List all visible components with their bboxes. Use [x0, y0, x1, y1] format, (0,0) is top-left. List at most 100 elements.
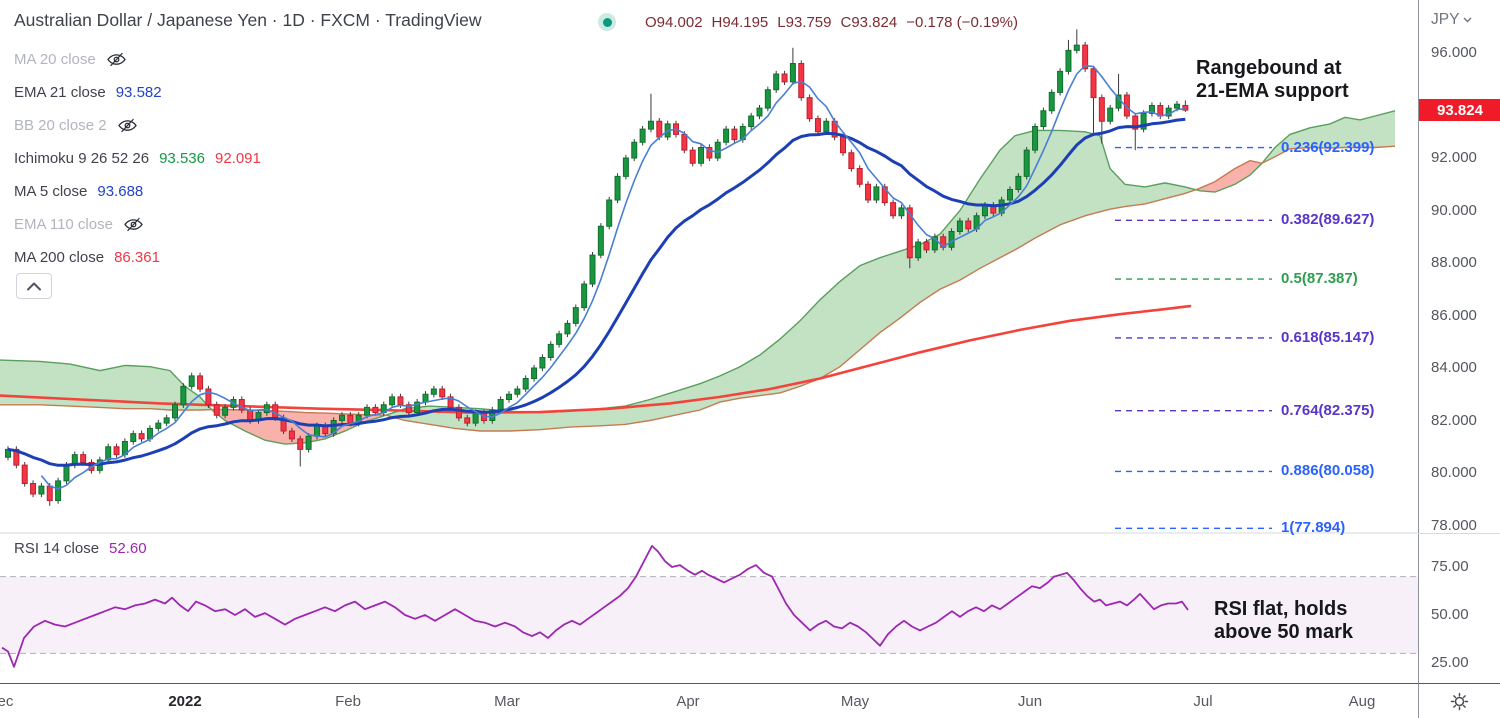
candle-body [113, 446, 120, 456]
price-tick: 90.000 [1431, 201, 1477, 219]
indicator-value: 93.536 [159, 149, 205, 167]
candle-body [564, 322, 571, 335]
time-axis-settings[interactable] [1418, 683, 1500, 718]
fib-label-0.5: 0.5(87.387) [1281, 270, 1358, 288]
candle-body [840, 136, 846, 154]
price-tick: 96.000 [1431, 44, 1477, 61]
candle-body [806, 97, 813, 120]
price-axis[interactable]: JPY 96.000 92.000 90.000 88.000 86.000 84.000… [1418, 0, 1500, 683]
candle-body [297, 438, 304, 450]
candle-body [21, 464, 28, 484]
candle-body [138, 433, 145, 440]
pane-separator-axis[interactable] [1418, 533, 1500, 534]
candle-body [764, 89, 771, 109]
candle-body [339, 414, 345, 421]
time-axis-label-may: May [840, 693, 870, 710]
candle-body [313, 425, 320, 437]
gear-icon[interactable] [1450, 692, 1469, 711]
candle-body [155, 422, 162, 429]
candle-body [1082, 44, 1089, 70]
candle-body [1073, 44, 1080, 51]
ohlc-change: −0.178 (−0.19%) [906, 14, 1018, 31]
indicator-value: 92.091 [214, 149, 261, 167]
rsi-annotation-line2: above 50 mark [1214, 621, 1353, 643]
candle-body [55, 480, 62, 502]
chevron-up-icon [27, 282, 41, 290]
indicator-label: EMA 21 close [14, 83, 106, 101]
candle-body [405, 404, 412, 414]
time-axis-label-apr: Apr [676, 693, 700, 710]
candle-body [389, 396, 396, 406]
candle-body [706, 147, 713, 159]
fib-label-1: 1(77.894) [1281, 519, 1346, 537]
candle-body [430, 388, 437, 395]
indicator-row-ema-110-close[interactable]: EMA 110 close [14, 211, 144, 237]
time-axis[interactable]: Dec 2022 Feb Mar Apr May Jun Jul Aug [0, 683, 1418, 718]
currency-selector[interactable]: JPY [1431, 11, 1472, 29]
candle-body [414, 401, 421, 414]
candle-body [681, 133, 688, 151]
candle-body [188, 375, 195, 387]
indicator-row-ma-200-close[interactable]: MA 200 close 86.361 [14, 244, 160, 270]
collapse-indicators-button[interactable] [16, 273, 52, 299]
ema21-line [7, 117, 1186, 467]
chart-canvas[interactable] [0, 0, 1418, 683]
indicator-row-ema-21-close[interactable]: EMA 21 close 93.582 [14, 79, 162, 105]
eye-slash-icon[interactable] [106, 51, 127, 68]
main-chart-pane[interactable]: Australian Dollar / Japanese Yen · 1D · … [0, 0, 1418, 683]
candle-body [1065, 49, 1072, 72]
time-axis-label-aug: Aug [1348, 693, 1376, 710]
indicator-row-ma-20-close[interactable]: MA 20 close [14, 46, 127, 72]
candle-body [30, 483, 37, 495]
candle-body [364, 406, 371, 416]
chevron-down-icon [1463, 17, 1472, 23]
candle-body [539, 357, 546, 369]
symbol-title[interactable]: Australian Dollar / Japanese Yen · 1D · … [14, 10, 482, 30]
candle-body [5, 448, 11, 458]
eye-slash-icon[interactable] [117, 117, 138, 134]
candle-body [589, 254, 596, 285]
eye-slash-icon[interactable] [123, 216, 144, 233]
candle-body [506, 393, 512, 400]
candle-body [789, 63, 796, 83]
indicator-row-ma-5-close[interactable]: MA 5 close 93.688 [14, 178, 143, 204]
rsi-indicator-value: 52.60 [109, 540, 147, 557]
candle-body [447, 396, 454, 408]
candle-body [180, 385, 187, 406]
candle-body [238, 399, 245, 411]
candle-body [1132, 115, 1139, 130]
indicator-value: 93.582 [115, 83, 162, 101]
candle-body [656, 120, 663, 138]
candle-body [213, 404, 220, 416]
candle-body [1090, 68, 1097, 99]
candle-body [397, 396, 404, 406]
candle-body [305, 435, 312, 450]
ohlc-high: H94.195 [711, 14, 769, 31]
candle-body [288, 430, 295, 440]
price-tick: 80.000 [1431, 464, 1477, 481]
indicator-row-ichimoku-9-26-52-26[interactable]: Ichimoku 9 26 52 26 93.536 92.091 [14, 145, 261, 171]
rsi-tick: 50.00 [1431, 606, 1469, 623]
candle-body [881, 186, 888, 204]
indicator-label: MA 5 close [14, 182, 88, 200]
ohlc-open: O94.002 [645, 14, 703, 31]
rsi-indicator-row[interactable]: RSI 14 close 52.60 [14, 540, 147, 557]
candle-body [848, 152, 855, 169]
market-status-dot [598, 13, 616, 31]
indicator-row-bb-20-close-2[interactable]: BB 20 close 2 [14, 112, 138, 138]
candle-body [130, 433, 137, 442]
candle-body [46, 485, 53, 502]
symbol-title-row[interactable]: Australian Dollar / Japanese Yen · 1D · … [14, 10, 482, 31]
candle-body [856, 168, 863, 185]
ichimoku-lead-a [0, 110, 1396, 445]
candle-body [931, 236, 938, 251]
candle-body [873, 186, 880, 201]
indicator-label: BB 20 close 2 [14, 116, 107, 134]
candle-body [572, 307, 579, 324]
candle-body [272, 404, 279, 419]
candle-body [455, 406, 462, 419]
candle-body [422, 393, 429, 403]
indicator-label: MA 200 close [14, 248, 105, 266]
candle-body [823, 120, 830, 133]
rsi-band [0, 576, 1418, 654]
